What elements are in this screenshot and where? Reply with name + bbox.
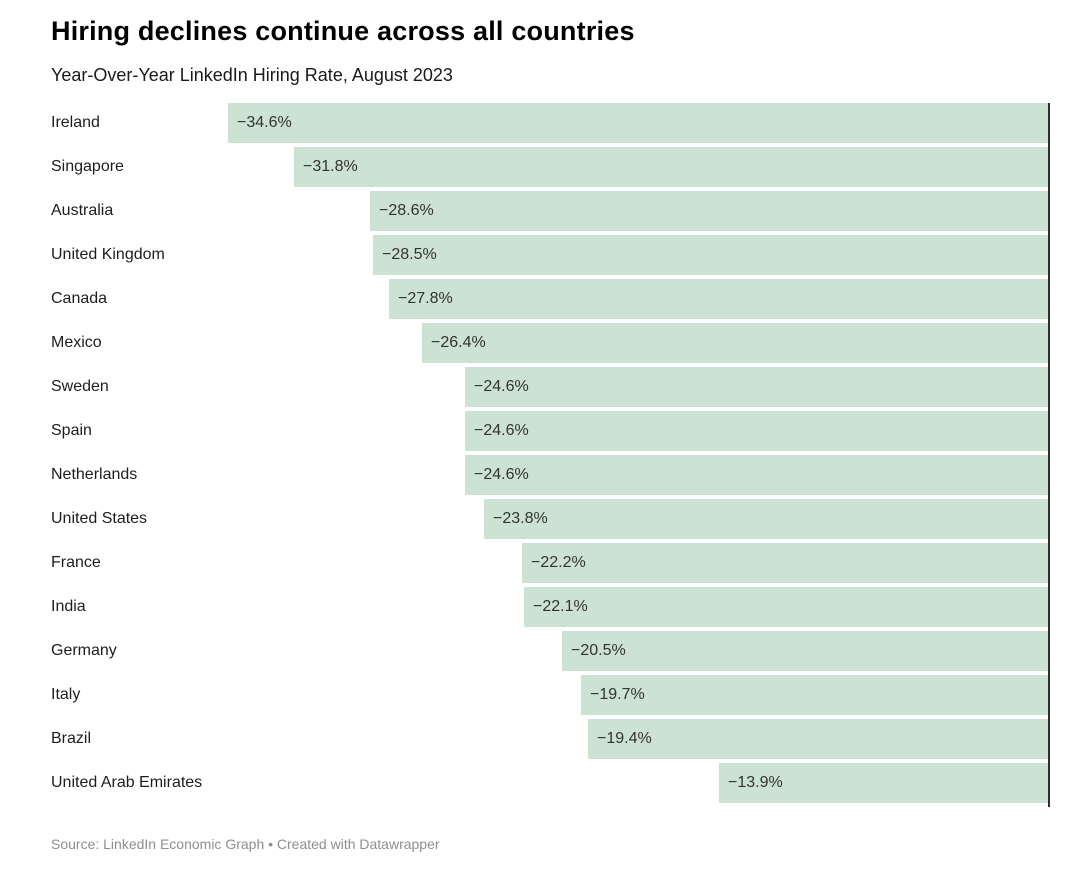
bar: −22.1% [524,587,1048,627]
bar-fill [581,675,1048,715]
bar-fill [562,631,1048,671]
bar: −24.6% [465,455,1048,495]
bar-fill [719,763,1048,803]
bar-fill [422,323,1048,363]
bar-fill [465,411,1048,451]
chart-row: Brazil −19.4% [0,719,1080,759]
bar-fill [373,235,1048,275]
value-label: −28.5% [382,246,437,263]
country-label: Sweden [51,378,109,395]
value-label: −27.8% [398,290,453,307]
bar: −23.8% [484,499,1048,539]
country-label: Italy [51,686,81,703]
bar: −28.6% [370,191,1048,231]
value-label: −24.6% [474,422,529,439]
bar-fill [389,279,1048,319]
country-label: Mexico [51,334,102,351]
bar: −19.7% [581,675,1048,715]
bar-chart: Ireland −34.6% Singapore −31.8% Australi… [0,103,1080,807]
bar-fill [465,367,1048,407]
bar: −24.6% [465,411,1048,451]
value-label: −19.4% [597,730,652,747]
chart-row: United Kingdom −28.5% [0,235,1080,275]
page-subtitle: Year-Over-Year LinkedIn Hiring Rate, Aug… [51,65,453,85]
chart-row: Ireland −34.6% [0,103,1080,143]
bar: −20.5% [562,631,1048,671]
chart-row: Canada −27.8% [0,279,1080,319]
bar: −27.8% [389,279,1048,319]
value-label: −20.5% [571,642,626,659]
chart-row: Mexico −26.4% [0,323,1080,363]
bar: −26.4% [422,323,1048,363]
bar-fill [588,719,1048,759]
bar-fill [484,499,1048,539]
bar-fill [294,147,1048,187]
value-label: −28.6% [379,202,434,219]
bar-fill [522,543,1048,583]
country-label: Singapore [51,158,124,175]
country-label: India [51,598,86,615]
value-label: −34.6% [237,114,292,131]
chart-row: France −22.2% [0,543,1080,583]
source-attribution: Source: LinkedIn Economic Graph • Create… [51,836,440,852]
bar-fill [228,103,1048,143]
value-label: −22.1% [533,598,588,615]
chart-row: Spain −24.6% [0,411,1080,451]
bar-fill [465,455,1048,495]
country-label: Germany [51,642,117,659]
page-title: Hiring declines continue across all coun… [51,16,635,46]
chart-row: Australia −28.6% [0,191,1080,231]
value-label: −19.7% [590,686,645,703]
value-label: −23.8% [493,510,548,527]
bar: −28.5% [373,235,1048,275]
value-label: −26.4% [431,334,486,351]
country-label: Brazil [51,730,92,747]
bar: −34.6% [228,103,1048,143]
chart-row: Germany −20.5% [0,631,1080,671]
country-label: Canada [51,290,108,307]
value-label: −22.2% [531,554,586,571]
country-label: United Arab Emirates [51,774,203,791]
value-label: −31.8% [303,158,358,175]
bar-fill [370,191,1048,231]
bar: −22.2% [522,543,1048,583]
bar-fill [524,587,1048,627]
country-label: Netherlands [51,466,138,483]
country-label: Spain [51,422,92,439]
chart-row: Italy −19.7% [0,675,1080,715]
value-label: −24.6% [474,466,529,483]
chart-row: India −22.1% [0,587,1080,627]
zero-axis-line [1048,103,1050,807]
country-label: Ireland [51,114,100,131]
bar: −24.6% [465,367,1048,407]
chart-row: United States −23.8% [0,499,1080,539]
value-label: −13.9% [728,774,783,791]
bar: −13.9% [719,763,1048,803]
chart-row: Sweden −24.6% [0,367,1080,407]
country-label: United States [51,510,148,527]
chart-row: United Arab Emirates −13.9% [0,763,1080,803]
bar: −19.4% [588,719,1048,759]
bar: −31.8% [294,147,1048,187]
chart-row: Netherlands −24.6% [0,455,1080,495]
country-label: Australia [51,202,114,219]
country-label: France [51,554,101,571]
value-label: −24.6% [474,378,529,395]
country-label: United Kingdom [51,246,165,263]
chart-row: Singapore −31.8% [0,147,1080,187]
